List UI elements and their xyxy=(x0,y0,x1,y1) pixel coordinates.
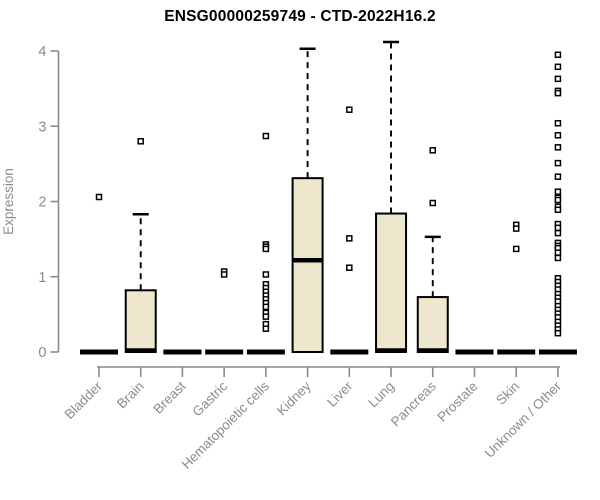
x-tick-label: Brain xyxy=(114,379,147,412)
outlier-point xyxy=(346,235,353,242)
outlier-point xyxy=(262,325,270,332)
zero-box xyxy=(246,349,285,355)
zero-box xyxy=(538,349,577,355)
outlier-point xyxy=(554,229,562,237)
x-tick-label: Prostate xyxy=(434,379,480,425)
iqr-box xyxy=(124,289,157,354)
zero-box xyxy=(455,349,494,355)
outlier-point xyxy=(554,159,562,167)
boxplot-unknown-other xyxy=(538,51,577,355)
boxplot-hematopoietic-cells xyxy=(246,132,285,355)
outlier-point xyxy=(554,144,562,151)
outlier-point xyxy=(554,249,562,256)
boxplot-breast xyxy=(163,349,202,355)
x-tick-label: Lung xyxy=(365,379,397,411)
zero-box xyxy=(80,349,118,355)
outlier-point xyxy=(262,313,270,320)
iqr-box xyxy=(375,212,408,353)
x-tick-label: Breast xyxy=(150,378,188,416)
x-tick-label: Liver xyxy=(324,378,356,410)
outlier-point xyxy=(554,196,562,204)
outlier-point xyxy=(429,147,437,154)
outlier-point xyxy=(554,173,562,180)
x-tick-label: Skin xyxy=(493,379,522,408)
iqr-box xyxy=(291,177,324,353)
outlier-point xyxy=(554,132,562,139)
boxplot-liver xyxy=(330,106,369,355)
x-tick-label: Unknown / Other xyxy=(482,378,565,461)
y-tick-label: 2 xyxy=(38,195,46,211)
y-axis-label: Expression xyxy=(1,168,16,235)
outlier-point xyxy=(554,254,562,262)
outlier-point xyxy=(554,89,562,97)
outlier-point xyxy=(220,271,228,278)
boxplot-skin xyxy=(497,221,536,355)
y-tick-label: 0 xyxy=(38,345,46,361)
x-tick-label: Pancreas xyxy=(388,378,439,429)
x-tick-label: Kidney xyxy=(274,378,314,418)
x-tick-label: Bladder xyxy=(62,378,106,422)
y-tick-label: 3 xyxy=(38,119,46,135)
zero-box xyxy=(163,349,202,355)
outlier-point xyxy=(262,245,270,253)
outlier-point xyxy=(262,303,270,311)
y-tick-label: 4 xyxy=(38,44,46,60)
outlier-point xyxy=(262,132,270,140)
x-tick-label: Gastric xyxy=(189,378,230,419)
iqr-box xyxy=(416,296,449,354)
outlier-point xyxy=(512,245,520,253)
chart-title: ENSG00000259749 - CTD-2022H16.2 xyxy=(164,8,436,25)
outlier-point xyxy=(554,329,562,337)
boxplot-gastric xyxy=(205,268,244,355)
outlier-point xyxy=(554,63,562,71)
outlier-point xyxy=(554,119,562,127)
outlier-point xyxy=(554,224,562,232)
boxplot-prostate xyxy=(455,349,494,355)
boxplot-kidney xyxy=(291,47,324,353)
zero-box xyxy=(497,349,536,355)
zero-box xyxy=(205,349,244,355)
boxplot-brain xyxy=(124,138,157,354)
boxplot-pancreas xyxy=(416,147,449,354)
outlier-point xyxy=(554,75,562,83)
zero-box xyxy=(330,349,369,355)
outlier-point xyxy=(346,106,353,113)
boxplot-bladder xyxy=(80,193,118,355)
outlier-point xyxy=(554,188,562,195)
outlier-point xyxy=(137,138,144,145)
outlier-point xyxy=(262,271,270,278)
boxplot-lung xyxy=(375,40,408,353)
outlier-point xyxy=(346,264,353,271)
outlier-point xyxy=(554,51,562,59)
outlier-point xyxy=(512,225,520,232)
outlier-point xyxy=(554,206,562,214)
outlier-point xyxy=(429,199,437,207)
outlier-point xyxy=(95,193,103,201)
y-tick-label: 1 xyxy=(38,270,46,286)
